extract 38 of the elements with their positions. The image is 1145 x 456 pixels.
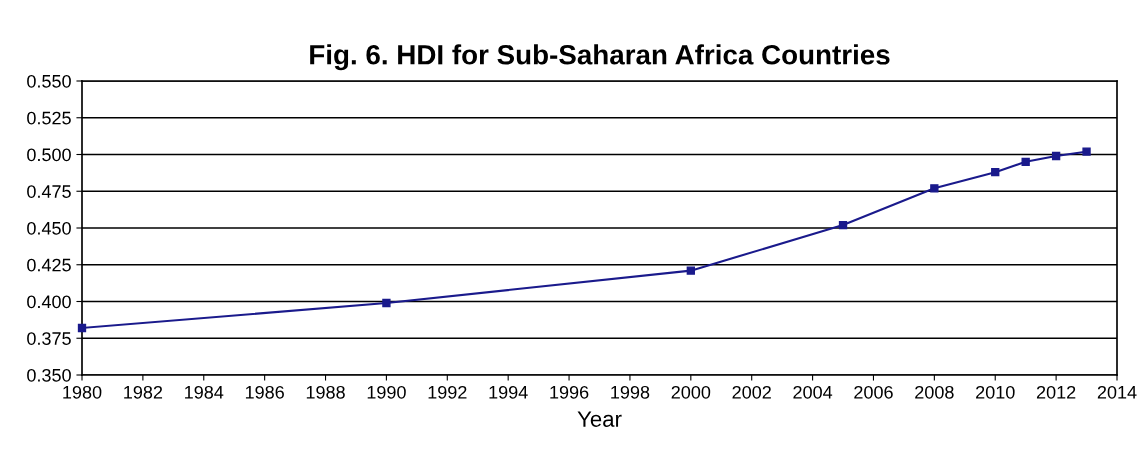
- point: [1021, 157, 1030, 167]
- x-tick-label: 1994: [489, 385, 528, 399]
- x-tick-label: 1990: [367, 385, 406, 399]
- x-tick-label: 1988: [306, 385, 345, 399]
- y-tick-label: 0.375: [27, 332, 71, 345]
- x-tick-label: 1980: [63, 385, 102, 399]
- y-tick-label: 0.550: [27, 74, 71, 88]
- x-tick-label: 1982: [124, 385, 163, 399]
- x-tick-label: 2004: [793, 385, 833, 399]
- x-tick-label: 1984: [185, 385, 224, 399]
- point: [382, 298, 391, 308]
- y-tick-label: 0.525: [27, 111, 71, 125]
- x-tick-label: 2006: [854, 385, 893, 399]
- y-tick-label: 0.350: [27, 368, 71, 382]
- point: [930, 184, 939, 193]
- point: [1082, 147, 1091, 156]
- y-tick-label: 0.400: [27, 295, 71, 309]
- point: [838, 220, 848, 230]
- x-tick-label: 2014: [1097, 385, 1137, 399]
- x-tick-label: 1996: [550, 385, 589, 399]
- point: [77, 323, 87, 333]
- x-tick-label: 2010: [976, 385, 1015, 399]
- point: [686, 266, 695, 275]
- y-tick-label: 0.425: [27, 258, 71, 272]
- x-tick-label: 2012: [1036, 385, 1076, 399]
- x-tick-label: 2008: [915, 385, 954, 399]
- y-tick-label: 0.500: [27, 148, 71, 162]
- point: [1051, 151, 1061, 161]
- x-tick-label: 1986: [245, 385, 284, 399]
- x-axis-title: Year: [577, 411, 622, 427]
- y-tick-label: 0.450: [27, 221, 71, 235]
- point: [991, 167, 1000, 177]
- x-tick-label: 2002: [732, 385, 771, 399]
- x-tick-label: 1992: [428, 385, 467, 399]
- x-tick-label: 2000: [671, 385, 711, 399]
- chart-title: Fig. 6. HDI for Sub-Saharan Africa Countries: [310, 44, 890, 71]
- x-tick-label: 1998: [611, 385, 650, 399]
- y-tick-label: 0.475: [27, 185, 71, 198]
